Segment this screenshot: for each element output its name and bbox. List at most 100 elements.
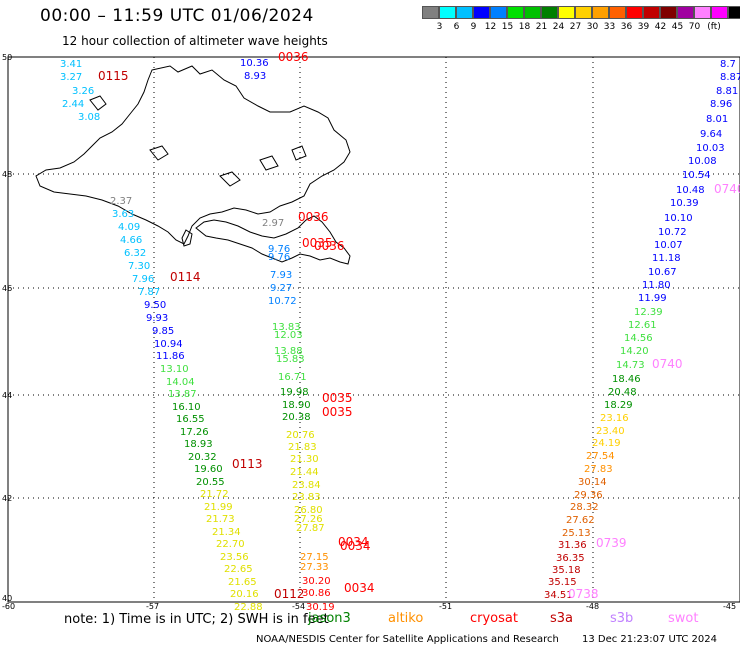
pass-time-label: 0036 <box>298 210 329 224</box>
scale-swatch <box>643 6 660 19</box>
wave-height-value: 16.10 <box>172 402 201 413</box>
wave-height-value: 18.29 <box>604 400 633 411</box>
wave-height-value: 10.67 <box>648 267 677 278</box>
wave-height-value: 30.19 <box>306 602 335 613</box>
x-tick-label: -51 <box>439 602 452 611</box>
wave-height-value: 28.32 <box>570 502 599 513</box>
scale-label: 33 <box>603 22 616 32</box>
scale-label: 30 <box>586 22 599 32</box>
pass-time-label: 0738 <box>568 587 599 601</box>
scale-swatch <box>490 6 507 19</box>
wave-height-value: 10.07 <box>654 240 683 251</box>
wave-height-value: 8.87 <box>720 72 740 83</box>
wave-height-value: 22.65 <box>224 564 253 575</box>
pass-time-label: 0115 <box>98 69 129 83</box>
scale-swatch <box>694 6 711 19</box>
scale-swatch <box>660 6 677 19</box>
wave-height-value: 4.66 <box>120 235 142 246</box>
scale-label: 6 <box>453 22 460 32</box>
pass-time-label: 0112 <box>274 587 305 601</box>
wave-height-value: 10.72 <box>268 296 297 307</box>
wave-height-value: 23.83 <box>292 492 321 503</box>
y-tick-label: 48 <box>2 170 12 179</box>
wave-height-value: 9.50 <box>144 300 166 311</box>
scale-swatch <box>711 6 728 19</box>
wave-height-value: 8.96 <box>710 99 732 110</box>
wave-height-value: 34.51 <box>544 590 573 601</box>
wave-height-value: 27.15 <box>300 552 329 563</box>
wave-height-value: 21.83 <box>288 442 317 453</box>
wave-height-value: 35.15 <box>548 577 577 588</box>
pass-time-label: 0035 <box>322 405 353 419</box>
legend-item-jason3: jason3 <box>308 611 351 626</box>
wave-height-value: 20.32 <box>188 452 217 463</box>
wave-height-value: 21.65 <box>228 577 257 588</box>
scale-swatch <box>728 6 740 19</box>
scale-swatch <box>592 6 609 19</box>
scale-swatch <box>558 6 575 19</box>
wave-height-value: 11.99 <box>638 293 667 304</box>
wave-height-value: 27.54 <box>586 451 615 462</box>
wave-height-value: 12.61 <box>628 320 657 331</box>
y-tick-label: 42 <box>2 494 12 503</box>
wave-height-value: 23.16 <box>600 413 629 424</box>
scale-swatch <box>575 6 592 19</box>
scale-swatch <box>456 6 473 19</box>
wave-height-value: 31.36 <box>558 540 587 551</box>
x-tick-label: -45 <box>723 602 736 611</box>
x-tick-label: -48 <box>586 602 599 611</box>
wave-height-value: 13.10 <box>160 364 189 375</box>
scale-label: 39 <box>637 22 650 32</box>
wave-height-value: 23.40 <box>596 426 625 437</box>
wave-height-value: 12.39 <box>634 307 663 318</box>
wave-height-value: 12.03 <box>274 330 303 341</box>
x-tick-label: -60 <box>2 602 15 611</box>
scale-label: 9 <box>470 22 477 32</box>
scale-swatch <box>609 6 626 19</box>
scale-swatch <box>422 6 439 19</box>
scale-swatch <box>541 6 558 19</box>
legend-item-altiko: altiko <box>388 611 424 626</box>
scale-label: 15 <box>501 22 514 32</box>
footer-note: note: 1) Time is in UTC; 2) SWH is in fe… <box>64 612 329 627</box>
wave-height-value: 11.86 <box>156 351 185 362</box>
wave-height-value: 14.73 <box>616 360 645 371</box>
wave-height-value: 21.99 <box>204 502 233 513</box>
pass-time-label: 0036 <box>278 50 309 64</box>
legend-item-s3a: s3a <box>550 611 574 626</box>
wave-height-value: 13.88 <box>274 346 303 357</box>
wave-height-value: 10.03 <box>696 143 725 154</box>
wave-height-value: 21.73 <box>206 514 235 525</box>
wave-height-value: 18.46 <box>612 374 641 385</box>
scale-label: (ft) <box>707 22 721 32</box>
wave-height-value: 3.27 <box>60 72 82 83</box>
wave-height-value: 25.13 <box>562 528 591 539</box>
wave-height-value: 27.62 <box>566 515 595 526</box>
wave-height-value: 30.86 <box>302 588 331 599</box>
wave-height-value: 23.56 <box>220 552 249 563</box>
wave-height-value: 7.96 <box>132 274 154 285</box>
page-subtitle: 12 hour collection of altimeter wave hei… <box>62 34 328 48</box>
wave-height-value: 10.39 <box>670 198 699 209</box>
wave-height-value: 21.30 <box>290 454 319 465</box>
wave-height-value: 8.93 <box>244 71 266 82</box>
wave-height-value: 22.88 <box>234 602 263 613</box>
pass-time-label: 0034 <box>338 535 369 549</box>
scale-swatch <box>524 6 541 19</box>
y-tick-label: 50 <box>2 53 12 62</box>
pass-times: 0115003600360035003601140035003501130034… <box>98 50 740 601</box>
y-tick-label: 46 <box>2 284 12 293</box>
newfoundland-coastline <box>35 65 351 265</box>
wave-height-value: 30.14 <box>578 477 607 488</box>
scale-swatch <box>439 6 456 19</box>
wave-height-value: 27.83 <box>584 464 613 475</box>
pass-time-label: 0035 <box>302 236 333 250</box>
pass-time-label: 0036 <box>314 239 345 253</box>
pass-time-label: 0740 <box>714 182 740 196</box>
pass-time-label: 0034 <box>344 581 375 595</box>
wave-height-value: 10.08 <box>688 156 717 167</box>
scale-label: 36 <box>620 22 633 32</box>
wave-height-value: 10.10 <box>664 213 693 224</box>
wave-height-value: 21.72 <box>200 489 229 500</box>
